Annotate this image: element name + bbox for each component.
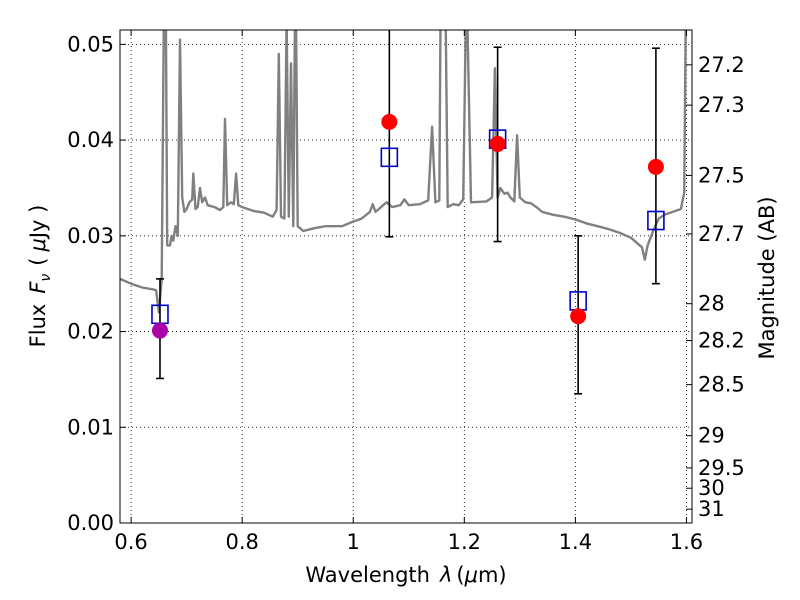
right-tick-label: 27.7 xyxy=(698,222,745,246)
x-tick-label: 1 xyxy=(347,530,360,554)
y-tick-label: 0.00 xyxy=(67,511,114,535)
x-tick-label: 1.6 xyxy=(670,530,703,554)
right-tick-label: 31 xyxy=(698,497,725,521)
observed-point xyxy=(647,158,664,175)
plot-content xyxy=(120,30,687,395)
right-tick-label: 27.3 xyxy=(698,93,745,117)
right-tick-label: 27.5 xyxy=(698,163,745,187)
model-square-point xyxy=(380,147,399,168)
plot-frame xyxy=(119,29,693,524)
right-tick-label: 28 xyxy=(698,292,725,316)
observed-point xyxy=(151,322,168,339)
x-tick-label: 0.8 xyxy=(225,530,258,554)
right-tick-label: 28.5 xyxy=(698,373,745,397)
x-tick-label: 1.4 xyxy=(559,530,592,554)
y-axis-label: FluxFν(μJy ) xyxy=(26,205,54,348)
x-axis-label: Wavelength λ (μm) xyxy=(305,563,506,587)
model-square-point xyxy=(647,210,665,231)
observed-point xyxy=(489,135,506,152)
right-tick-label: 29 xyxy=(698,424,725,448)
axis-ticks: 0.6 0.8 1 1.2 1.4 1.6 0.00 0.01 0.02 0.03 0.04 0.05… xyxy=(67,30,745,554)
y-tick-label: 0.02 xyxy=(67,320,114,344)
y-tick-label: 0.05 xyxy=(67,32,114,56)
right-tick-label: 29.5 xyxy=(698,456,745,480)
right-axis-label: Magnitude (AB) xyxy=(755,196,779,359)
y-tick-label: 0.03 xyxy=(67,224,114,248)
spectrum-line xyxy=(120,30,687,314)
x-tick-label: 0.6 xyxy=(114,530,147,554)
right-tick-label: 28.2 xyxy=(698,329,745,353)
y-tick-label: 0.01 xyxy=(67,415,114,439)
right-tick-label: 27.2 xyxy=(698,53,745,77)
y-tick-label: 0.04 xyxy=(67,128,114,152)
x-tick-label: 1.2 xyxy=(448,530,481,554)
observed-point xyxy=(570,308,587,325)
right-tick-label: 30 xyxy=(698,476,725,500)
observed-point xyxy=(381,113,398,130)
